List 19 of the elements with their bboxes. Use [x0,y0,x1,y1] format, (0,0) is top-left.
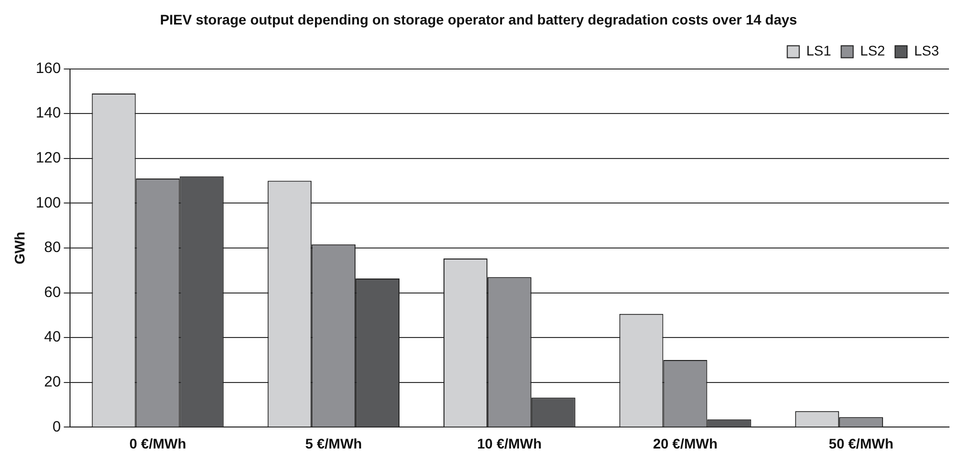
y-tick-label: 20 [44,374,61,391]
legend-label: LS2 [860,42,886,59]
chart-title: PIEV storage output depending on storage operator and battery degradation costs over 14 days [160,11,798,28]
y-tick-label: 60 [44,284,61,301]
x-tick-label: 0 €/MWh [129,435,186,452]
y-tick-label: 160 [36,60,61,77]
y-tick-label: 40 [44,328,61,346]
y-tick-label: 0 [52,418,61,436]
y-tick-label: 80 [44,239,61,256]
legend-label: LS3 [914,42,940,59]
legend-label: LS1 [806,42,832,59]
x-tick-label: 20 €/MWh [652,435,718,452]
y-tick-label: 120 [36,150,61,167]
x-tick-label: 10 €/MWh [477,435,542,452]
y-tick-label: 140 [36,104,61,122]
x-tick-label: 5 €/MWh [305,435,362,452]
y-axis-title: GWh [11,232,28,264]
x-tick-label: 50 €/MWh [828,435,894,452]
y-tick-label: 100 [36,194,61,212]
